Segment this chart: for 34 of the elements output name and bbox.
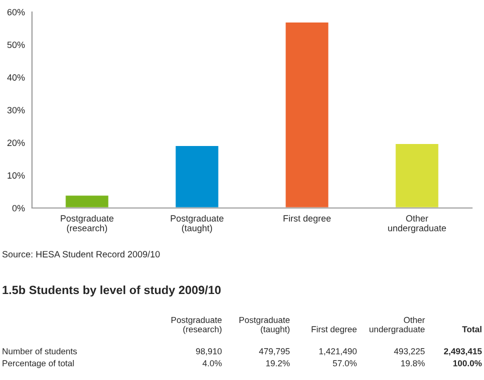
text: 100.0% bbox=[453, 360, 482, 366]
text: Postgraduate (taught) bbox=[239, 316, 290, 334]
text: 2,493,415 bbox=[444, 348, 482, 356]
text: First degree bbox=[312, 326, 357, 334]
y-tick-label: 30% bbox=[7, 106, 25, 114]
text: Percentage of total bbox=[2, 360, 74, 368]
text: 1,421,490 bbox=[319, 348, 357, 356]
text: Number of students bbox=[2, 348, 77, 354]
text: 493,225 bbox=[394, 348, 425, 356]
text: 19.2% bbox=[266, 360, 290, 366]
x-tick-label: First degree bbox=[284, 214, 331, 224]
y-tick-label: 60% bbox=[7, 8, 25, 16]
bar bbox=[284, 21, 330, 208]
text: Postgraduate (research) bbox=[171, 316, 222, 334]
y-tick-label: 0% bbox=[12, 204, 25, 212]
x-tick-label: Other undergraduate bbox=[388, 214, 446, 234]
text: 1.5b Students by level of study 2009/10 bbox=[2, 285, 221, 297]
y-tick-label: 20% bbox=[7, 140, 25, 146]
text: 479,795 bbox=[259, 348, 290, 356]
bar bbox=[394, 142, 440, 208]
text: 19.8% bbox=[401, 360, 425, 366]
text: 98,910 bbox=[196, 348, 222, 356]
x-tick-label: Postgraduate (taught) bbox=[170, 214, 224, 234]
x-tick-label: Postgraduate (research) bbox=[60, 214, 114, 234]
text: Total bbox=[462, 326, 482, 332]
source-note: Source: HESA Student Record 2009/10 bbox=[2, 250, 160, 258]
text: Other undergraduate bbox=[370, 316, 425, 334]
y-tick-label: 10% bbox=[8, 172, 25, 179]
bar bbox=[64, 194, 110, 208]
text: 4.0% bbox=[202, 360, 222, 366]
y-tick-label: 50% bbox=[7, 42, 25, 48]
y-tick-label: 40% bbox=[7, 74, 25, 81]
text: 57.0% bbox=[332, 360, 357, 366]
bar bbox=[174, 144, 220, 208]
